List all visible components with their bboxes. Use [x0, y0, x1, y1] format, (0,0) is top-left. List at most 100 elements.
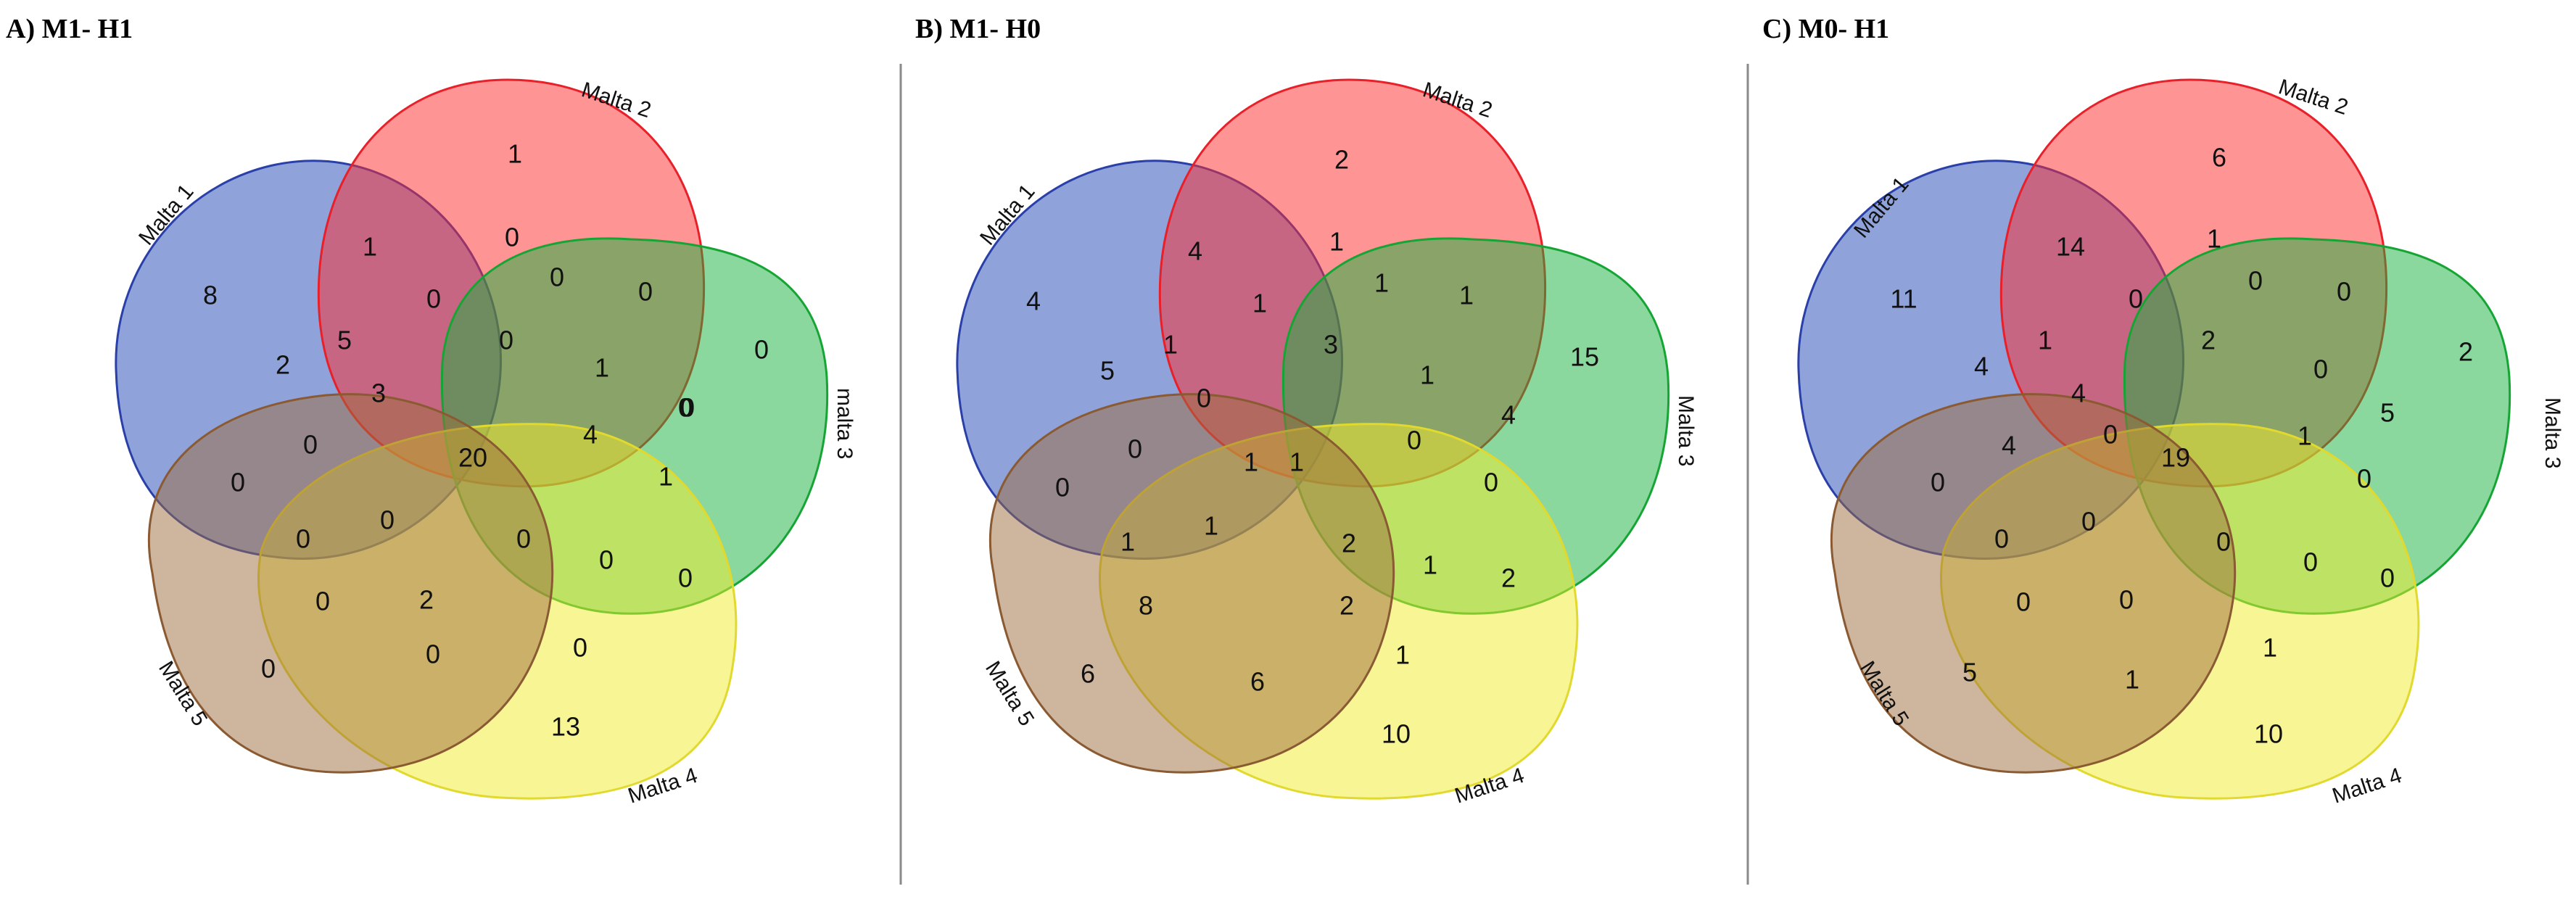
count-all-five: 19 [2161, 443, 2190, 473]
venn-panel-a: A) M1- H1 Malta 1 Malta 2 malta 3 Malta … [6, 14, 856, 808]
count-m3-m4-c: 0 [2357, 464, 2371, 494]
count-m3-m4-a: 0 [680, 393, 695, 423]
count-m3-only: 15 [1570, 342, 1599, 372]
count-m2-m3-m4-m5: 0 [2216, 527, 2231, 557]
count-m2-m3-a: 1 [2207, 224, 2221, 254]
count-m1-m3-m4-m5: 1 [1204, 511, 1218, 541]
count-m1-only: 8 [203, 281, 218, 310]
count-m3-m4-b: 2 [1501, 563, 1516, 593]
count-m3-m4-only-b: 0 [599, 545, 614, 575]
count-m3-m4-m2: 0 [1407, 426, 1421, 455]
count-m2-m3-m4: 1 [595, 353, 609, 383]
count-m2-m3-c: 0 [638, 277, 653, 307]
count-m5-only: 5 [1962, 658, 1977, 687]
count-m1-m2-m4: 5 [337, 326, 352, 355]
count-m3-m4-c: 1 [659, 462, 673, 492]
count-m4-m2: 1 [1395, 640, 1410, 670]
count-all-five: 1 [1289, 447, 1304, 477]
count-m2-m3-m4: 1 [1420, 360, 1434, 390]
count-m1-m3-m4-m5: 0 [380, 505, 395, 535]
panel-title: A) M1- H1 [6, 14, 133, 44]
count-m4-m5-a: 0 [426, 640, 440, 669]
count-m1-m4-m5: 0 [303, 430, 318, 460]
count-m3-only: 0 [754, 335, 769, 365]
count-m3-m4-only-b: 1 [1423, 550, 1437, 580]
region-counts: 4 2 15 10 6 4 1 4 2 0 0 1 1 6 8 5 1 0 1 … [1026, 145, 1599, 749]
count-m2-m3-c: 1 [1459, 281, 1474, 310]
count-m2-m3-b: 1 [1374, 268, 1389, 298]
count-m2-only: 1 [508, 139, 522, 169]
count-m4-only: 13 [551, 712, 580, 742]
count-m1-m2-m4: 1 [1163, 330, 1178, 360]
count-m2-only: 6 [2212, 143, 2226, 173]
count-m1-m4: 5 [1100, 356, 1115, 386]
count-m3-m4-c: 0 [1484, 468, 1498, 497]
count-m1-m2-m3: 1 [1252, 289, 1267, 318]
count-m1-m5: 0 [1055, 473, 1070, 502]
set-label-malta-3: Malta 3 [1674, 395, 1698, 466]
count-m1-m5-m3: 0 [296, 524, 310, 554]
count-m3-m4-m2: 1 [2298, 421, 2312, 451]
panel-title: C) M0- H1 [1762, 14, 1889, 44]
count-m2-m3-b: 0 [550, 262, 564, 292]
count-m2-m3-centre: 0 [499, 326, 513, 355]
count-m3-dark: 5 [2380, 398, 2395, 428]
panel-title: B) M1- H0 [915, 14, 1041, 44]
count-m1-m2-m4-m5: 4 [2071, 378, 2086, 408]
count-m5-m3: 0 [315, 587, 330, 616]
region-counts: 8 1 0 13 0 1 0 0 0 0 0 0 0 0 2 5 0 1 0 1… [203, 139, 769, 742]
count-m4-m5-m3: 0 [2119, 585, 2134, 615]
count-m1-only: 11 [1890, 284, 1917, 314]
count-m2-m3-m4-m5: 2 [1342, 529, 1356, 558]
count-m4-only: 10 [2254, 719, 2283, 749]
count-m1-m2-m4: 1 [2038, 326, 2052, 355]
count-m2-m3-centre: 2 [2201, 326, 2216, 355]
count-m1-m5: 0 [1931, 468, 1945, 497]
count-m1-m2-m4-m5: 0 [1197, 384, 1211, 413]
count-m2-m3-centre: 3 [1324, 330, 1338, 360]
count-m1-m4: 4 [1974, 352, 1989, 381]
set-label-malta-3: Malta 3 [2540, 397, 2564, 468]
set-malta-5 [988, 393, 1395, 774]
count-m1-m2-m3: 0 [426, 284, 441, 314]
count-m1-m2-m3: 0 [2129, 284, 2143, 314]
count-m1-m2-m4-m5: 3 [371, 378, 386, 408]
count-m1-m4: 2 [276, 350, 290, 380]
count-m3-m4-b: 0 [2380, 563, 2395, 593]
count-m1-only: 4 [1026, 286, 1041, 316]
count-m5-m3: 8 [1139, 591, 1153, 621]
count-m2-m3-c: 0 [2337, 277, 2351, 307]
count-m1-m2: 14 [2056, 232, 2085, 262]
count-m2-only: 2 [1334, 145, 1349, 175]
count-m1-m5: 0 [231, 468, 245, 497]
count-m2-m3-a: 1 [1329, 227, 1344, 257]
count-m4-only: 10 [1382, 719, 1411, 749]
count-m3-only: 2 [2459, 337, 2473, 367]
count-m3-m4-only-b: 0 [2303, 547, 2318, 577]
count-core-left: 1 [1244, 447, 1258, 477]
count-core-left: 0 [2103, 420, 2118, 450]
count-m4-m5-a: 6 [1250, 667, 1265, 697]
count-m1-m4-m5: 4 [2002, 431, 2016, 460]
set-label-malta-3: malta 3 [833, 388, 856, 459]
count-m2-m3-m4-m5: 0 [516, 524, 531, 554]
count-m3-m4-m2: 4 [583, 420, 598, 450]
count-m4-m5-m3: 2 [1339, 591, 1354, 621]
venn-panel-b: B) M1- H0 Malta 1 Malta 2 Malta 3 Malta … [915, 14, 1698, 808]
count-m2-m3-b: 0 [2248, 266, 2263, 296]
count-m5-m3: 0 [2016, 587, 2031, 617]
count-m2-m3-m4: 0 [2313, 355, 2328, 384]
count-m3-m4-b: 0 [678, 563, 693, 593]
count-all-five: 20 [458, 443, 487, 473]
count-m1-m4-m5: 0 [1128, 434, 1142, 464]
count-m1-m5-m3: 0 [1994, 524, 2009, 554]
count-m1-m2: 4 [1188, 236, 1202, 266]
count-m1-m3-m4-m5: 0 [2081, 507, 2096, 537]
count-m5-only: 6 [1081, 659, 1095, 689]
count-m4-m2: 1 [2263, 633, 2277, 663]
count-m3-dark: 4 [1501, 400, 1516, 430]
count-m2-m3-a: 0 [505, 223, 519, 252]
count-m4-m5-a: 1 [2125, 665, 2139, 695]
count-m4-m5-m3: 2 [419, 585, 434, 615]
